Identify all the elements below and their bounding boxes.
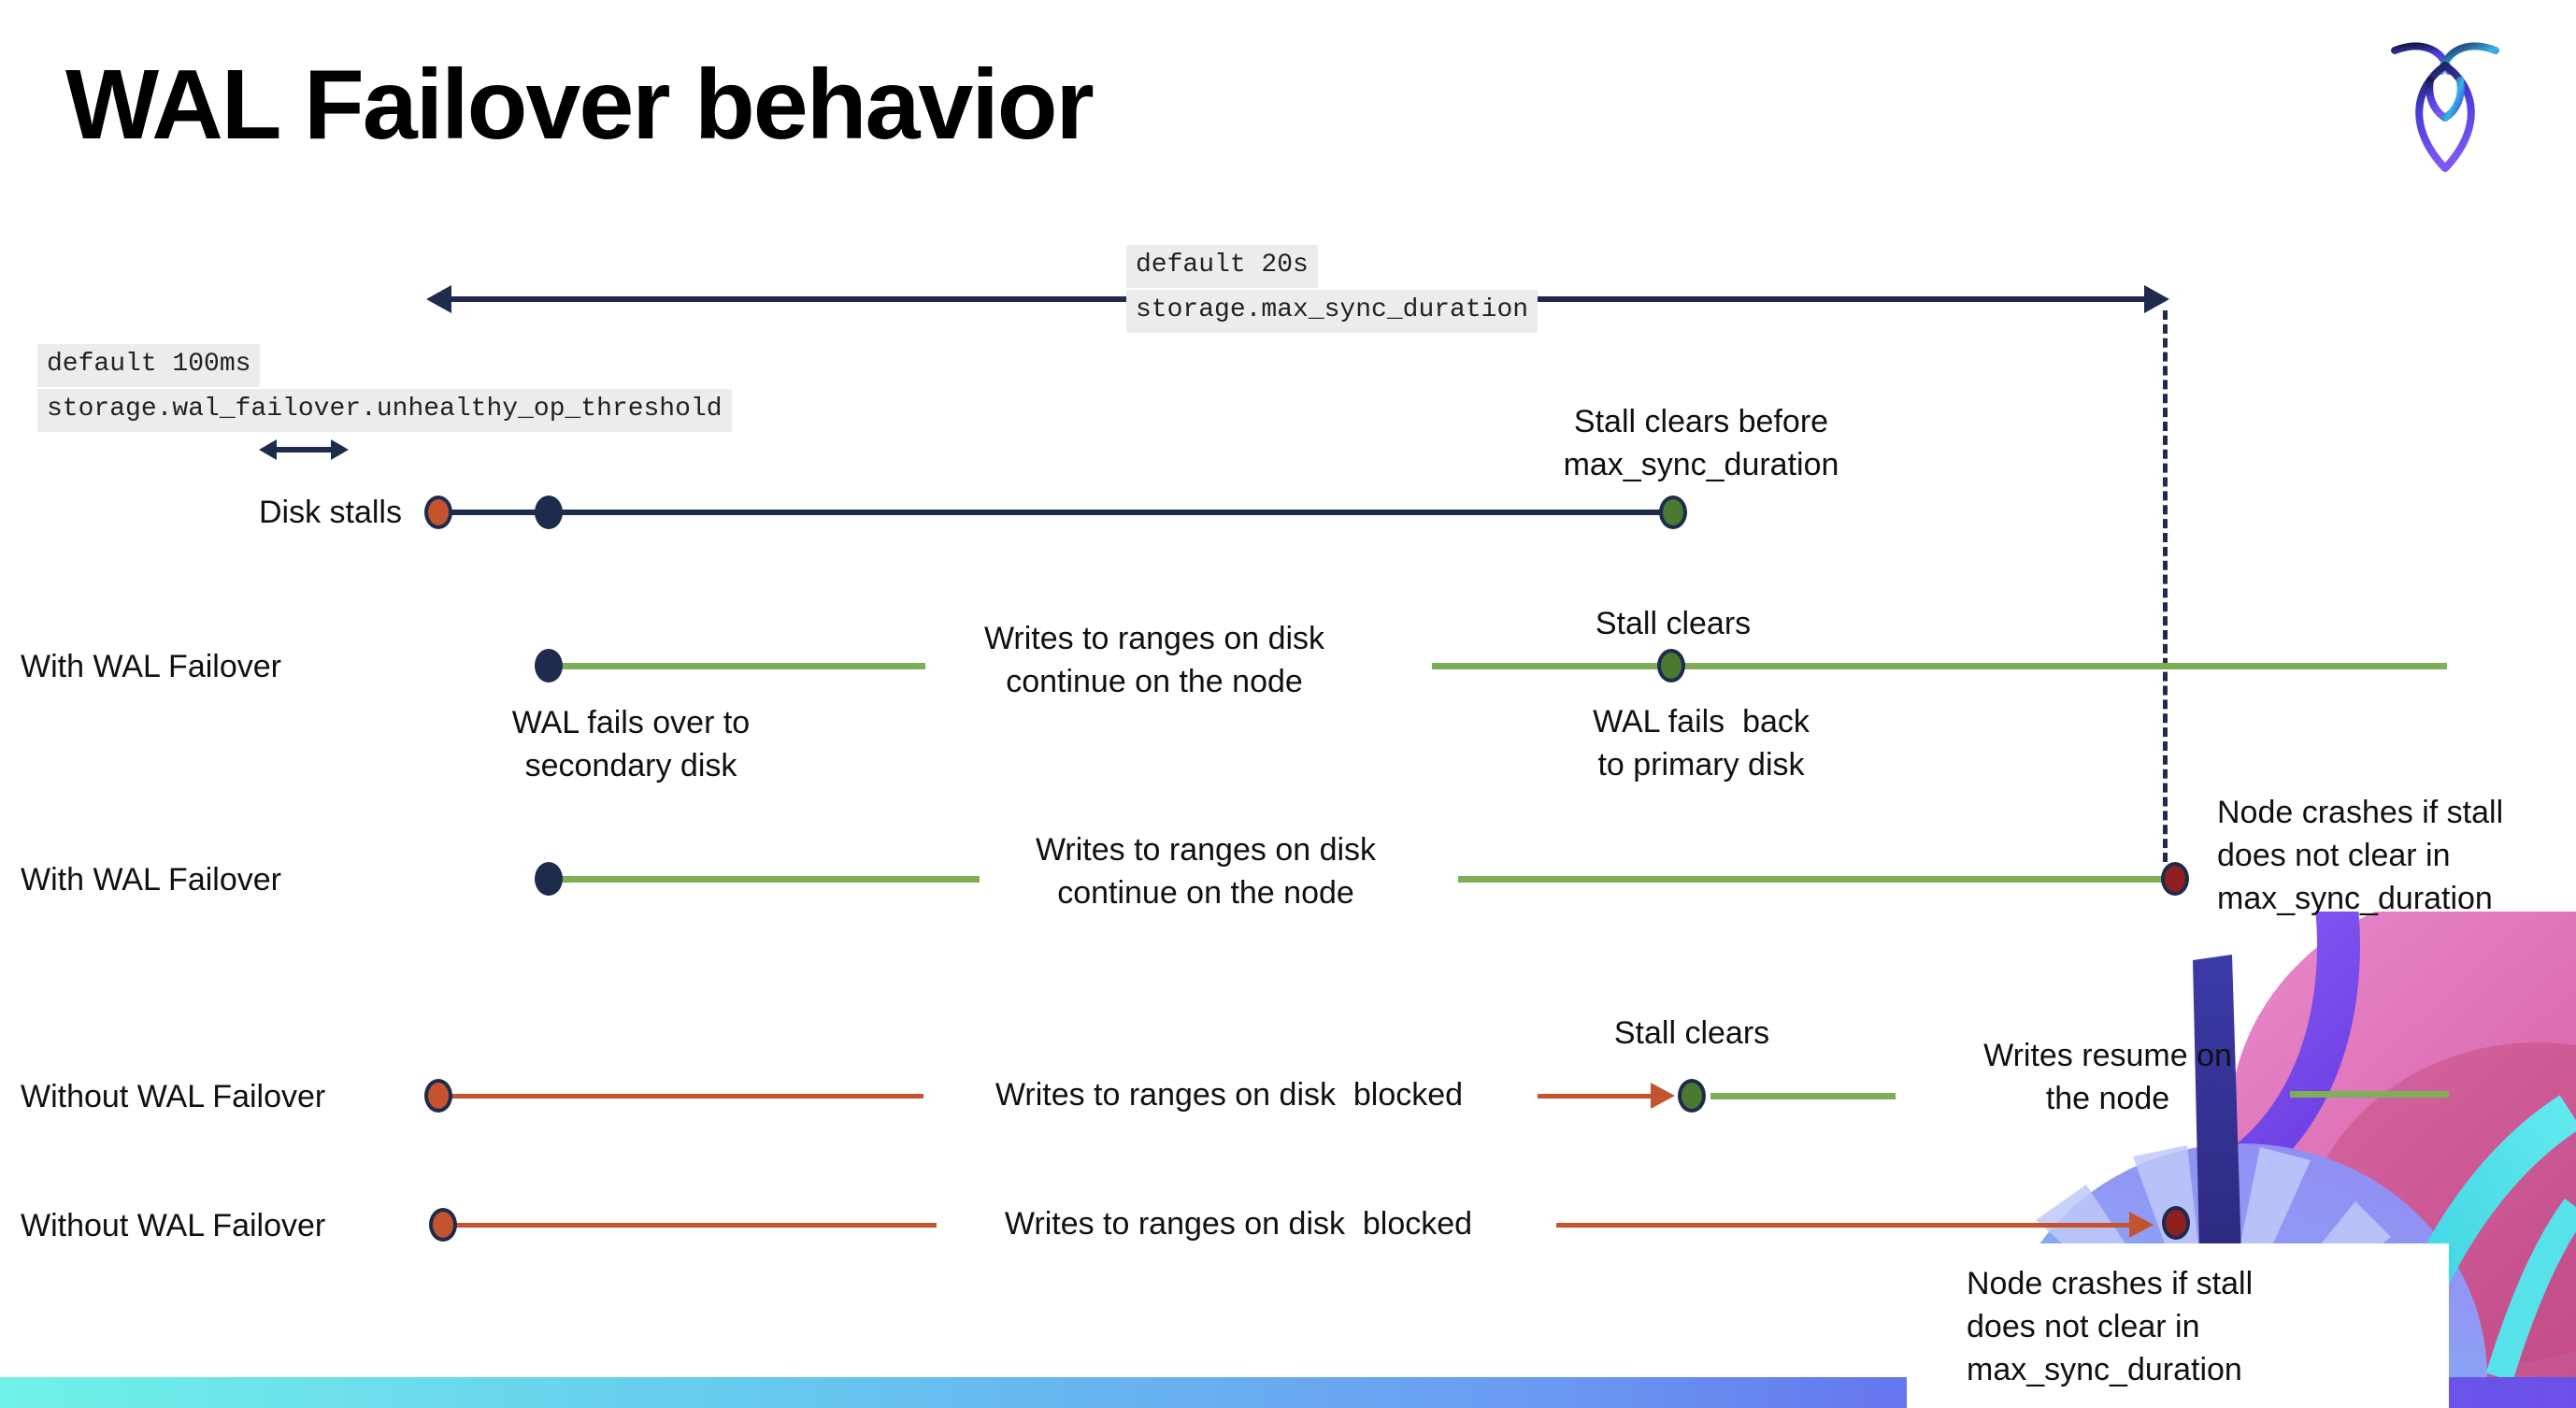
row2-stall-clears-note: Stall clears — [1595, 606, 1752, 641]
row4-green-segment-1 — [1710, 1093, 1896, 1099]
disk-stalls-timeline — [438, 510, 1673, 515]
max-sync-setting: storage.max_sync_duration — [1126, 290, 1538, 333]
row4-stall-clears-dot — [1678, 1079, 1706, 1113]
row3-failover-dot — [535, 862, 563, 896]
row4-stall-start-dot — [424, 1079, 452, 1113]
row4-green-segment-2 — [2290, 1091, 2449, 1098]
row2-green-segment-2 — [1432, 663, 2447, 669]
row5-node-crashes-note-box: Node crashes if stall does not clear in ma… — [1907, 1243, 2449, 1408]
unhealthy-op-setting: storage.wal_failover.unhealthy_op_thresh… — [37, 389, 732, 432]
max-sync-deadline-dashed-line — [2163, 310, 2168, 862]
row2-green-segment-1 — [549, 663, 925, 669]
unhealthy-op-threshold-label: default 100ms storage.wal_failover.unhea… — [37, 344, 732, 432]
cockroach-logo-icon — [2391, 42, 2499, 172]
max-sync-duration-label: default 20s storage.max_sync_duration — [1126, 245, 1538, 333]
row4-stall-clears-note: Stall clears — [1613, 1015, 1770, 1051]
row-label-without-wal-failover-1: Without WAL Failover — [21, 1079, 326, 1114]
row5-stall-start-dot — [429, 1208, 457, 1242]
row5-crash-dot — [2162, 1206, 2190, 1240]
row3-writes-continue-note: Writes to ranges on disk continue on the … — [1035, 832, 1377, 911]
row4-red-arrowhead-icon — [1651, 1083, 1675, 1109]
row5-node-crashes-note: Node crashes if stall does not clear in ma… — [1967, 1266, 2254, 1387]
row3-green-segment-1 — [549, 876, 980, 883]
page-title: WAL Failover behavior — [65, 50, 1095, 160]
row-label-disk-stalls: Disk stalls — [258, 495, 402, 530]
row5-red-arrowhead-icon — [2129, 1212, 2154, 1238]
span-arrowhead-right-icon — [2144, 285, 2169, 313]
span-arrowhead-left-icon — [426, 285, 451, 313]
wal-fails-back-note: WAL fails back to primary disk — [1593, 704, 1810, 783]
threshold-arrowhead-left-icon — [259, 439, 277, 460]
threshold-arrowhead-right-icon — [331, 439, 349, 460]
threshold-arrow-line — [275, 447, 333, 453]
row3-green-segment-2 — [1458, 876, 2175, 883]
row-label-without-wal-failover-2: Without WAL Failover — [21, 1208, 326, 1243]
max-sync-default: default 20s — [1126, 245, 1318, 288]
row5-writes-blocked-note: Writes to ranges on disk blocked — [1004, 1206, 1473, 1242]
row2-stall-clears-dot — [1657, 649, 1685, 682]
row4-red-segment-1 — [438, 1094, 923, 1099]
unhealthy-op-default: default 100ms — [37, 344, 261, 387]
writes-resume-note: Writes resume on the node — [1983, 1038, 2232, 1116]
wal-fails-over-note: WAL fails over to secondary disk — [511, 705, 751, 783]
stall-clears-dot — [1659, 496, 1687, 529]
row5-red-segment-1 — [443, 1223, 937, 1228]
row4-red-segment-2 — [1538, 1094, 1653, 1099]
row2-writes-continue-note: Writes to ranges on disk continue on the … — [983, 621, 1325, 699]
row3-crash-dot — [2161, 862, 2189, 896]
row2-failover-dot — [535, 649, 563, 682]
row5-red-segment-2 — [1556, 1223, 2131, 1228]
row3-node-crashes-note: Node crashes if stall does not clear in ma… — [2217, 795, 2504, 916]
row4-writes-blocked-note: Writes to ranges on disk blocked — [995, 1077, 1464, 1113]
disk-stall-start-dot — [424, 496, 452, 529]
failover-trigger-dot — [535, 496, 563, 529]
row-label-with-wal-failover-1: With WAL Failover — [21, 649, 281, 684]
row-label-with-wal-failover-2: With WAL Failover — [21, 862, 281, 898]
stall-clears-before-note: Stall clears before max_sync_duration — [1563, 404, 1839, 482]
